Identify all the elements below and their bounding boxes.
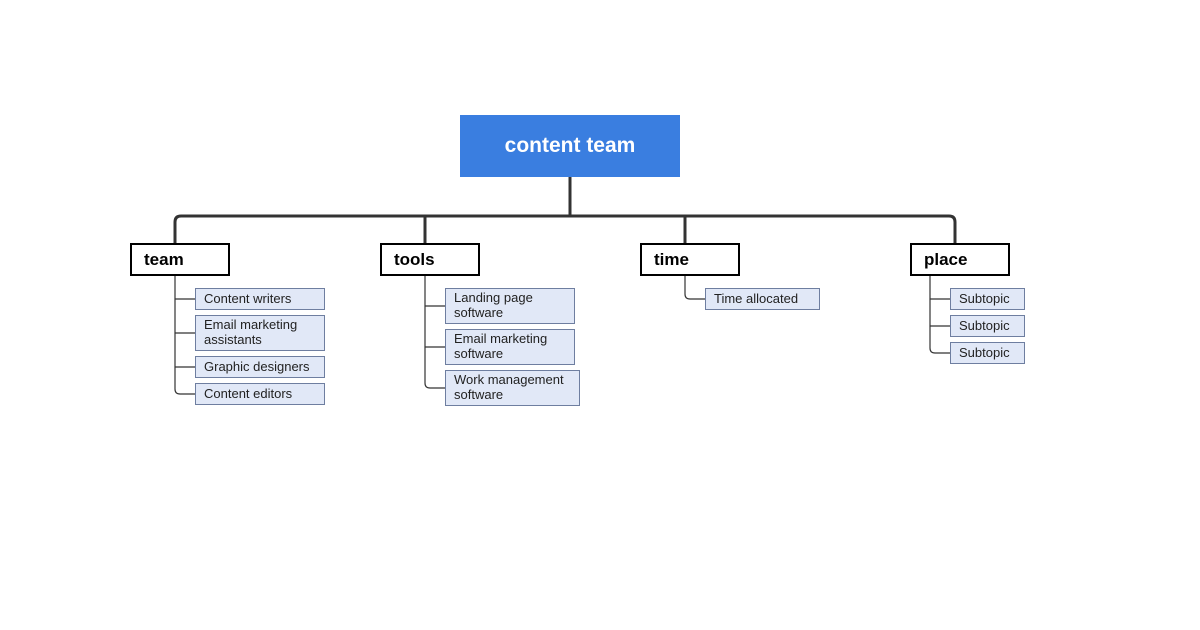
- leaf-tools-0: Landing page software: [445, 288, 575, 324]
- leaf-time-0: Time allocated: [705, 288, 820, 310]
- leaf-tools-2: Work management software: [445, 370, 580, 406]
- leaf-team-0: Content writers: [195, 288, 325, 310]
- leaf-team-2: Graphic designers: [195, 356, 325, 378]
- root-node: content team: [460, 115, 680, 177]
- branch-tools: tools: [380, 243, 480, 276]
- branch-time: time: [640, 243, 740, 276]
- leaf-team-3: Content editors: [195, 383, 325, 405]
- leaf-place-0: Subtopic: [950, 288, 1025, 310]
- leaf-place-1: Subtopic: [950, 315, 1025, 337]
- branch-team: team: [130, 243, 230, 276]
- leaf-place-2: Subtopic: [950, 342, 1025, 364]
- org-chart-canvas: content team team Content writers Email mar…: [0, 0, 1200, 630]
- branch-place: place: [910, 243, 1010, 276]
- leaf-team-1: Email marketing assistants: [195, 315, 325, 351]
- leaf-tools-1: Email marketing software: [445, 329, 575, 365]
